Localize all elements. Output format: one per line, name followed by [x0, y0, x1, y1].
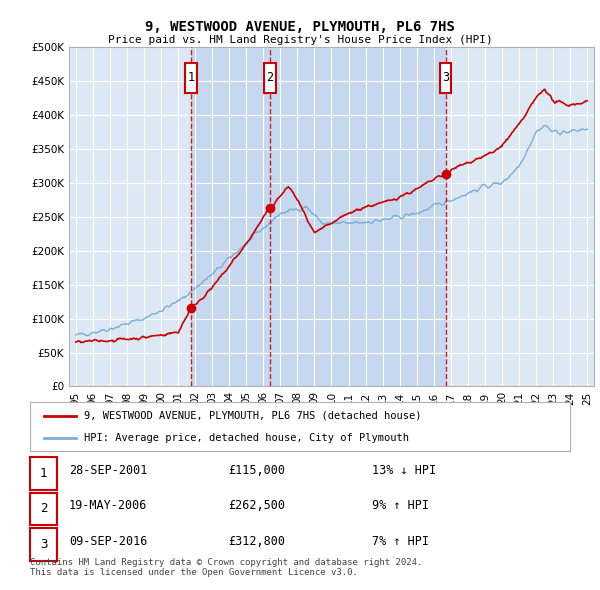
- Text: Contains HM Land Registry data © Crown copyright and database right 2024.
This d: Contains HM Land Registry data © Crown c…: [30, 558, 422, 577]
- Text: 1: 1: [187, 71, 194, 84]
- Text: 7% ↑ HPI: 7% ↑ HPI: [372, 535, 429, 548]
- Text: Price paid vs. HM Land Registry's House Price Index (HPI): Price paid vs. HM Land Registry's House …: [107, 35, 493, 45]
- Bar: [440, 63, 451, 93]
- Text: 13% ↓ HPI: 13% ↓ HPI: [372, 464, 436, 477]
- Text: £115,000: £115,000: [228, 464, 285, 477]
- Bar: [185, 63, 197, 93]
- Text: 1: 1: [40, 467, 47, 480]
- Text: 2: 2: [266, 71, 274, 84]
- Text: £312,800: £312,800: [228, 535, 285, 548]
- Text: 19-MAY-2006: 19-MAY-2006: [69, 499, 148, 513]
- Text: HPI: Average price, detached house, City of Plymouth: HPI: Average price, detached house, City…: [84, 433, 409, 443]
- Text: 28-SEP-2001: 28-SEP-2001: [69, 464, 148, 477]
- Text: 9, WESTWOOD AVENUE, PLYMOUTH, PL6 7HS (detached house): 9, WESTWOOD AVENUE, PLYMOUTH, PL6 7HS (d…: [84, 411, 421, 421]
- Text: £262,500: £262,500: [228, 499, 285, 513]
- Text: 2: 2: [40, 502, 47, 516]
- Text: 9% ↑ HPI: 9% ↑ HPI: [372, 499, 429, 513]
- Bar: [264, 63, 276, 93]
- Bar: [191, 47, 446, 386]
- Text: 3: 3: [40, 537, 47, 551]
- Text: 9, WESTWOOD AVENUE, PLYMOUTH, PL6 7HS: 9, WESTWOOD AVENUE, PLYMOUTH, PL6 7HS: [145, 19, 455, 34]
- Text: 3: 3: [442, 71, 449, 84]
- Text: 09-SEP-2016: 09-SEP-2016: [69, 535, 148, 548]
